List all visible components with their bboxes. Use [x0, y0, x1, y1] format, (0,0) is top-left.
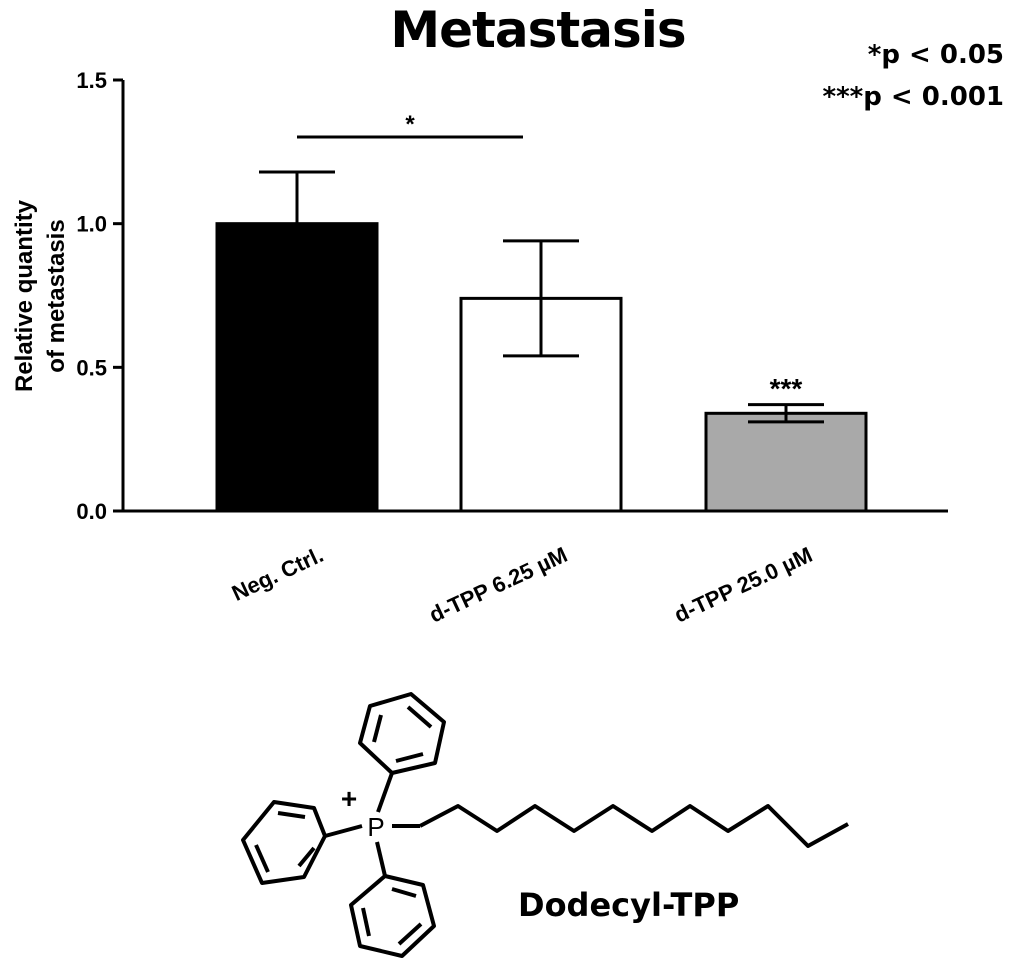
ring-left-double-2 — [254, 844, 270, 873]
ring-bottom-double-1 — [361, 907, 371, 937]
ring-bottom-double-2 — [397, 922, 423, 946]
significance-label-bracket: * — [405, 111, 415, 138]
x-tick-label: Neg. Ctrl. — [228, 542, 327, 606]
y-axis-title-line: of metastasis — [43, 219, 70, 372]
y-axis-title-line: Relative quantity — [11, 199, 38, 392]
labels-group: 0.0 0.5 1.0 1.5 Relative quantity of metastas… — [11, 68, 816, 628]
chart-title: Metastasis — [390, 1, 686, 59]
significance-note-p05: *p < 0.05 — [867, 40, 1004, 70]
phenyl-ring-bottom — [349, 874, 436, 958]
bar — [215, 222, 379, 513]
x-tick-label: d-TPP 25.0 µM — [670, 542, 816, 628]
bar — [704, 411, 868, 513]
bond-p-ring-left — [324, 824, 363, 838]
x-tick-label: d-TPP 6.25 µM — [425, 542, 571, 628]
phenyl-ring-top — [358, 692, 446, 775]
y-tick-label: 0.0 — [76, 499, 107, 524]
ring-bottom-double-3 — [391, 887, 417, 898]
phosphorus-label: P — [367, 812, 384, 842]
bond-p-ring-bottom — [375, 841, 387, 877]
y-tick-label: 1.0 — [76, 212, 107, 237]
ring-top-double-3 — [395, 752, 424, 763]
bond-p-ring-top — [376, 772, 394, 813]
compound-label: Dodecyl-TPP — [518, 886, 740, 924]
significance-label-bar: *** — [770, 373, 803, 404]
dodecyl-tpp-structure — [241, 692, 849, 958]
y-tick-label: 0.5 — [76, 355, 107, 380]
ring-left-double-1 — [277, 811, 306, 819]
ring-top-double-2 — [406, 705, 433, 729]
bars-group — [215, 135, 868, 513]
phenyl-ring-left — [241, 800, 327, 885]
charge-label: + — [341, 783, 357, 814]
ring-top-double-1 — [372, 714, 383, 743]
y-tick-label: 1.5 — [76, 68, 107, 93]
significance-note-p001: ***p < 0.001 — [822, 82, 1004, 112]
dodecyl-chain — [419, 804, 849, 848]
ring-left-double-3 — [297, 846, 316, 868]
